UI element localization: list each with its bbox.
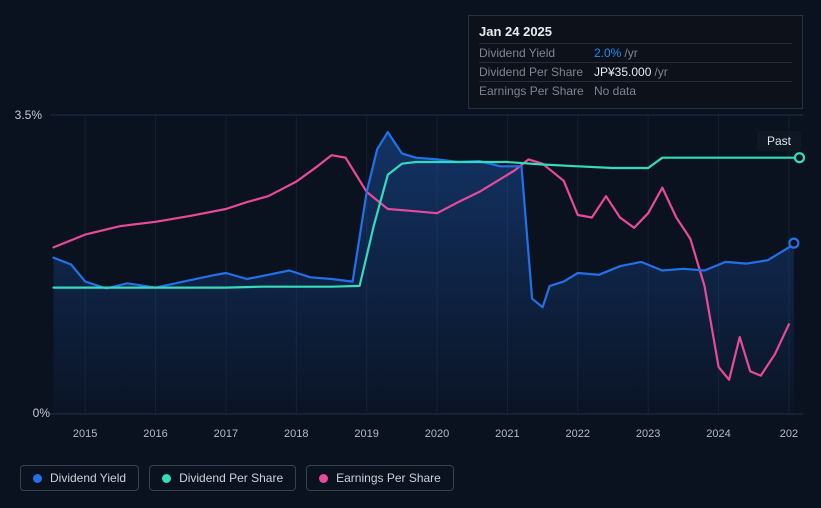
tooltip-dy-suffix: /yr [624, 46, 637, 60]
dividend-yield-chart: 3.5% 0% 20152016201720182019202020212022… [0, 0, 821, 508]
x-axis-tick-label: 2021 [495, 428, 519, 440]
x-axis-tick-label: 202 [780, 428, 798, 440]
tooltip-dps-suffix: /yr [654, 65, 667, 79]
x-axis-tick-label: 2024 [706, 428, 730, 440]
tooltip-dy-label: Dividend Yield [479, 46, 594, 60]
legend-dot-dps [162, 474, 171, 483]
chart-legend: Dividend Yield Dividend Per Share Earnin… [20, 465, 454, 491]
past-badge: Past [757, 131, 801, 151]
x-axis-tick-label: 2019 [354, 428, 378, 440]
y-axis-min-label: 0% [10, 406, 50, 420]
legend-item-earnings-per-share[interactable]: Earnings Per Share [306, 465, 454, 491]
legend-item-dividend-per-share[interactable]: Dividend Per Share [149, 465, 296, 491]
x-axis-tick-label: 2020 [425, 428, 449, 440]
legend-label-dy: Dividend Yield [50, 471, 126, 485]
tooltip-row-eps: Earnings Per Share No data [479, 81, 792, 100]
x-axis-tick-label: 2017 [214, 428, 238, 440]
tooltip-row-dy: Dividend Yield 2.0% /yr [479, 43, 792, 62]
tooltip-eps-nodata: No data [594, 84, 636, 98]
chart-tooltip: Jan 24 2025 Dividend Yield 2.0% /yr Divi… [468, 15, 803, 109]
x-axis-tick-label: 2018 [284, 428, 308, 440]
tooltip-eps-label: Earnings Per Share [479, 84, 594, 98]
legend-item-dividend-yield[interactable]: Dividend Yield [20, 465, 139, 491]
tooltip-dps-label: Dividend Per Share [479, 65, 594, 79]
tooltip-dps-value: JP¥35.000 [594, 65, 651, 79]
legend-label-eps: Earnings Per Share [336, 471, 441, 485]
x-axis-tick-label: 2016 [143, 428, 167, 440]
x-axis-tick-label: 2022 [566, 428, 590, 440]
tooltip-dy-value: 2.0% [594, 46, 621, 60]
y-axis-max-label: 3.5% [2, 108, 42, 122]
legend-dot-dy [33, 474, 42, 483]
x-axis-tick-label: 2023 [636, 428, 660, 440]
tooltip-date: Jan 24 2025 [479, 22, 792, 43]
legend-dot-eps [319, 474, 328, 483]
legend-label-dps: Dividend Per Share [179, 471, 283, 485]
x-axis-tick-label: 2015 [73, 428, 97, 440]
tooltip-row-dps: Dividend Per Share JP¥35.000 /yr [479, 62, 792, 81]
